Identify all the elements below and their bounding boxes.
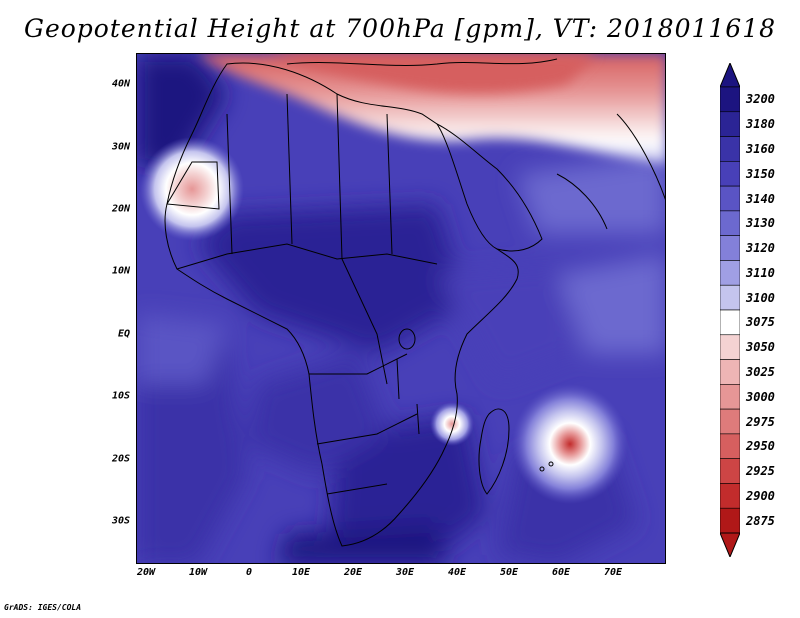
colorbar-box-2925: [720, 458, 740, 484]
lat-label-10s: 10S: [111, 390, 130, 402]
colorbar-label-3120: 3120: [746, 241, 775, 256]
lat-label-20s: 20S: [111, 453, 130, 465]
colorbar-box-3130: [720, 210, 740, 236]
colorbar-box-3100: [720, 284, 740, 311]
border-sahel: [176, 243, 438, 270]
colorbar-label-3200: 3200: [746, 92, 775, 107]
lat-label-20n: 20N: [111, 203, 130, 215]
lat-label-30s: 30S: [111, 515, 130, 527]
border-northeast: [386, 113, 393, 255]
lon-label-50e: 50E: [499, 567, 519, 578]
colorbar-box-2900: [720, 483, 740, 509]
colorbar-box-3050: [720, 334, 740, 360]
border-central: [336, 93, 388, 385]
border-west: [226, 113, 233, 255]
lat-label-40n: 40N: [111, 78, 130, 90]
colorbar-box-3150: [720, 161, 740, 187]
lat-label-30n: 30N: [111, 141, 130, 153]
colorbar-box-3000: [720, 384, 740, 410]
lon-label-40e: 40E: [447, 567, 467, 578]
lon-label-10e: 10E: [291, 567, 311, 578]
border-southern: [316, 413, 418, 445]
colorbar-box-3110: [720, 260, 740, 286]
colorbar-label-3025: 3025: [746, 364, 775, 379]
colorbar-label-3140: 3140: [746, 191, 775, 206]
colorbar-label-3110: 3110: [746, 265, 775, 280]
colorbar-box-3025: [720, 359, 740, 385]
colorbar-label-3180: 3180: [746, 117, 775, 132]
geopotential-height-map: [137, 54, 665, 563]
lat-label-10n: 10N: [111, 265, 130, 277]
lon-label-20e: 20E: [343, 567, 363, 578]
colorbar-label-3050: 3050: [746, 340, 775, 355]
cyclone-indian-ocean: [512, 384, 628, 504]
lon-label-30e: 30E: [395, 567, 415, 578]
low-mozambique-channel: [430, 402, 474, 446]
colorbar-label-3075: 3075: [746, 315, 775, 330]
colorbar-box-3120: [720, 235, 740, 261]
colorbar-label-2950: 2950: [746, 439, 775, 454]
colorbar-label-2900: 2900: [746, 488, 775, 503]
colorbar-label-2925: 2925: [746, 464, 775, 479]
colorbar-box-3160: [720, 136, 740, 162]
colorbar-box-2975: [720, 408, 740, 435]
colorbar-label-3160: 3160: [746, 141, 775, 156]
border-south-central: [309, 353, 408, 375]
colorbar-label-2875: 2875: [746, 513, 775, 528]
lake-tanganyika: [396, 358, 400, 400]
lat-label-eq: EQ: [117, 328, 130, 340]
border-western-sahara: [166, 161, 220, 210]
lon-label-0: 0: [245, 567, 253, 578]
lake-victoria: [398, 328, 416, 350]
colorbar-label-3000: 3000: [746, 389, 775, 404]
lon-label-60e: 60E: [551, 567, 571, 578]
low-northwest-africa: [140, 137, 244, 241]
colorbar-label-3100: 3100: [746, 290, 775, 305]
lon-label-20w: 20W: [136, 567, 156, 578]
colorbar-box-3140: [720, 185, 740, 212]
madagascar-coast: [478, 408, 510, 495]
border-central-north: [286, 93, 293, 245]
colorbar-box-3075: [720, 309, 740, 336]
colorbar-label-2975: 2975: [746, 414, 775, 429]
lon-label-10w: 10W: [188, 567, 208, 578]
island-mauritius: [548, 461, 554, 467]
colorbar: [720, 63, 740, 557]
colorbar-top-arrow: [720, 63, 740, 88]
colorbar-box-3180: [720, 111, 740, 137]
red-sea-coast: [436, 123, 543, 252]
arabia-coast: [556, 173, 608, 230]
map-plot-area: [136, 53, 666, 564]
border-southern-2: [326, 483, 388, 495]
colorbar-box-3200: [720, 86, 740, 113]
grads-credit: GrADS: IGES/COLA: [4, 603, 82, 612]
colorbar-bottom-arrow: [720, 532, 740, 557]
asia-coast: [616, 113, 665, 200]
colorbar-label-3150: 3150: [746, 166, 775, 181]
island-reunion: [539, 466, 545, 472]
lake-malawi: [416, 403, 420, 435]
colorbar-box-2875: [720, 507, 740, 534]
europe-coast: [286, 58, 558, 66]
colorbar-box-2950: [720, 433, 740, 459]
coastlines: [164, 58, 665, 547]
colorbar-label-3130: 3130: [746, 216, 775, 231]
lon-label-70e: 70E: [603, 567, 623, 578]
map-title: Geopotential Height at 700hPa [gpm], VT:…: [23, 14, 777, 43]
